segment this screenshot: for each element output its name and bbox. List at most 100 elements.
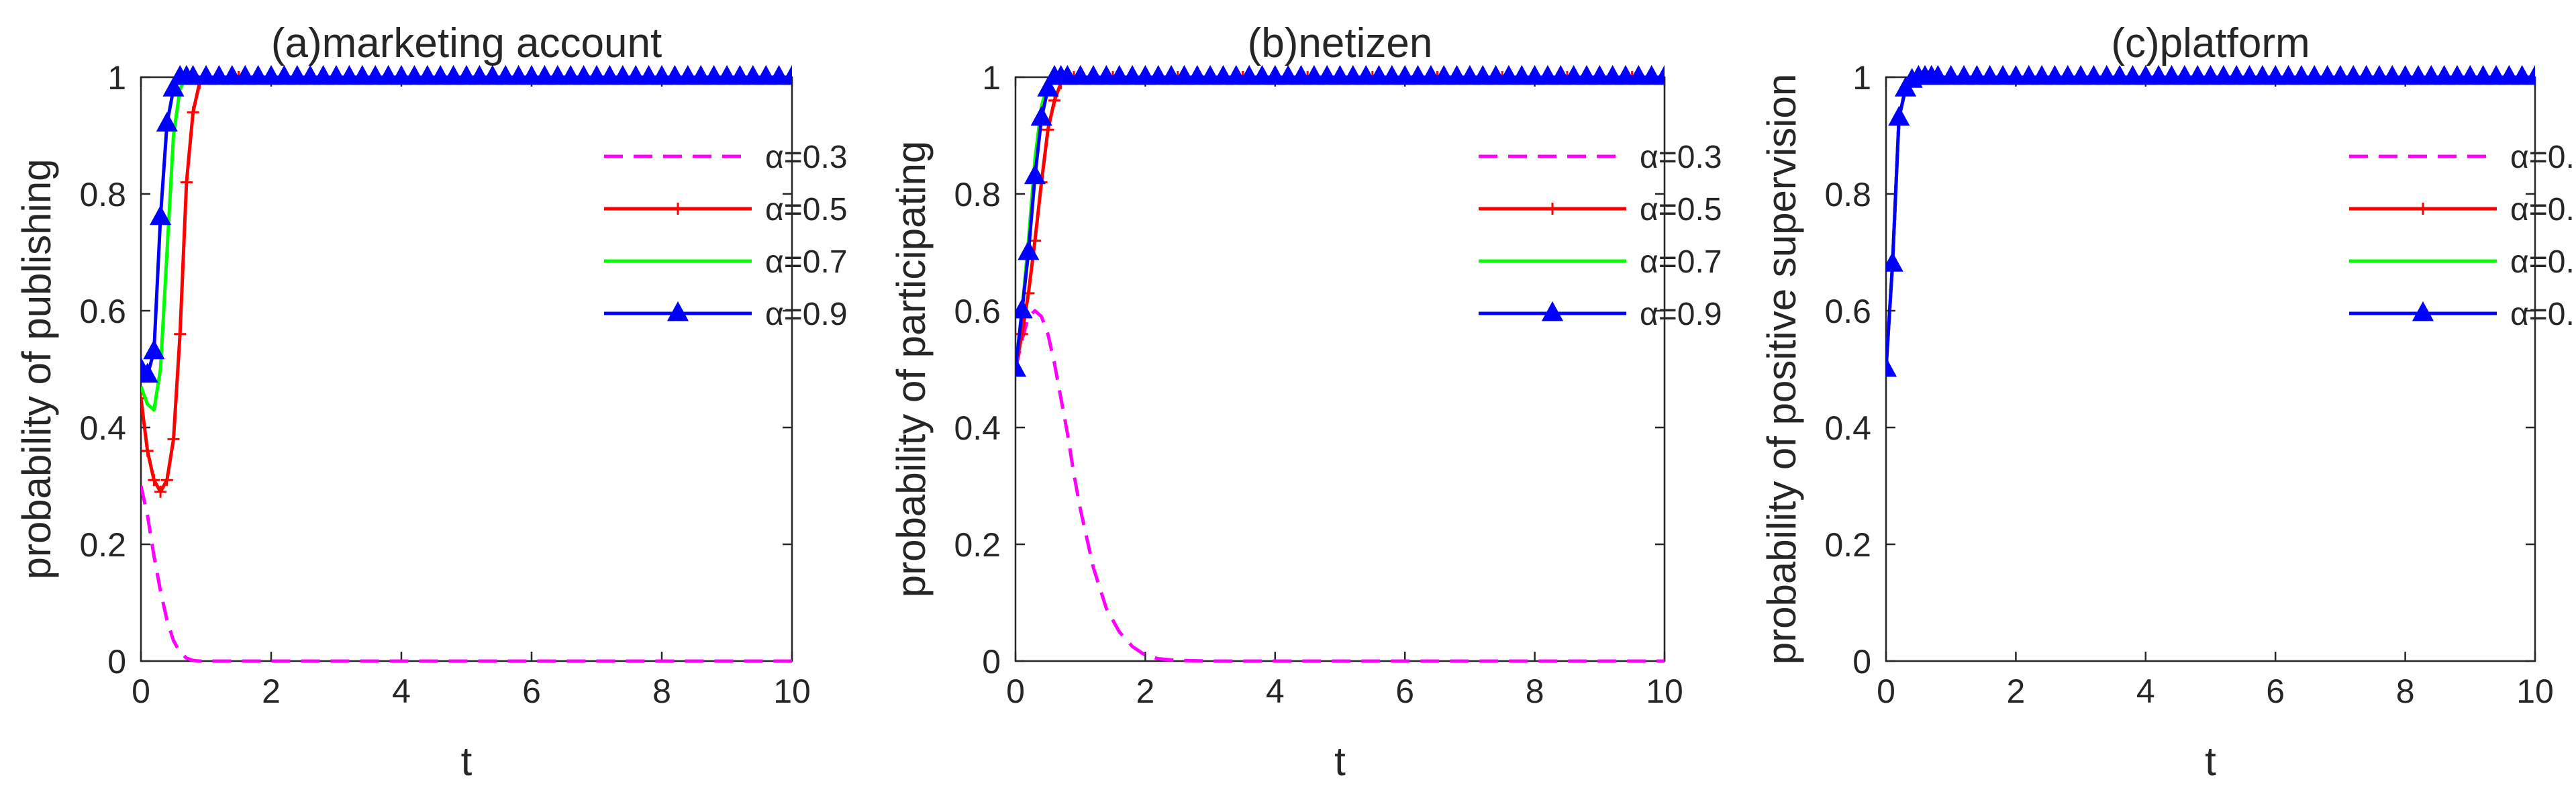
y-tick-label: 1: [1852, 59, 1871, 97]
series-marker: [2134, 64, 2157, 85]
legend-marker: [1541, 301, 1564, 321]
series-marker: [495, 64, 517, 85]
series-marker: [1238, 64, 1260, 85]
legend: α=0.3 α=0.5 α=0.7 α=0.9: [604, 140, 848, 332]
series-marker: [2459, 64, 2481, 85]
x-tick-label: 2: [1136, 672, 1154, 710]
series-1: [1015, 309, 1665, 663]
legend-label: α=0.9: [1640, 297, 1722, 332]
series-marker: [1614, 64, 1637, 85]
y-tick-label: 1: [107, 59, 126, 97]
series-marker: [1886, 356, 1897, 377]
y-tick-label: 0.6: [954, 293, 1001, 330]
series-marker: [1095, 64, 1118, 85]
y-tick-label: 0: [1852, 643, 1871, 681]
series-marker: [715, 64, 738, 85]
legend-label: α=0.7: [765, 244, 848, 280]
series-marker: [221, 64, 243, 85]
series-marker: [468, 64, 491, 85]
legend-label: α=0.3: [1640, 140, 1722, 175]
x-tick-label: 2: [2006, 672, 2025, 710]
series-marker: [1511, 64, 1533, 85]
x-tick-label: 10: [1646, 672, 1683, 710]
series-marker: [1277, 64, 1299, 85]
series-marker: [1381, 64, 1403, 85]
series-marker: [351, 64, 373, 85]
x-tick-label: 2: [262, 672, 281, 710]
series-marker: [1601, 64, 1624, 85]
plot-area: [140, 76, 793, 662]
series-marker: [1589, 64, 1611, 85]
series-marker: [1186, 64, 1208, 85]
series-marker: [768, 64, 790, 85]
series-marker: [2251, 64, 2273, 85]
y-tick-label: 0.4: [1824, 409, 1871, 447]
y-tick-label: 1: [982, 59, 1001, 97]
chart-title: (c)platform: [2111, 20, 2310, 66]
legend-marker: [1546, 203, 1558, 215]
series-marker: [729, 64, 751, 85]
series-marker: [1121, 64, 1144, 85]
series-marker: [2109, 64, 2131, 85]
series-marker: [703, 64, 725, 85]
legend-label: α=0.7: [1640, 244, 1722, 280]
series-marker: [507, 64, 530, 85]
series-marker: [2030, 64, 2053, 85]
series-marker: [1420, 64, 1442, 85]
series-marker: [1446, 64, 1468, 85]
y-tick-label: 0.8: [79, 176, 126, 213]
series-marker: [534, 64, 556, 85]
series-marker: [1628, 64, 1650, 85]
series-marker: [2070, 64, 2092, 85]
series-marker: [2290, 64, 2312, 85]
series-marker: [2199, 64, 2222, 85]
x-tick-label: 0: [1006, 672, 1025, 710]
y-axis-label: probability of positive supervision: [1759, 74, 1804, 664]
x-tick-label: 6: [2266, 672, 2285, 710]
series-marker: [325, 64, 348, 85]
series-marker: [312, 64, 334, 85]
series-marker: [650, 64, 673, 85]
series-marker: [455, 64, 478, 85]
series-marker: [1160, 64, 1183, 85]
series-marker: [2342, 64, 2365, 85]
series-marker: [260, 64, 283, 85]
series-marker: [1015, 298, 1033, 319]
series-marker: [638, 64, 660, 85]
chart-panel-platform: 0 2 4 6 8 10 0 0.2 0.4 0.6 0.8 1 (c)platform t probabi…: [1759, 20, 2576, 784]
series-marker: [208, 64, 230, 85]
legend-marker: [672, 203, 684, 215]
x-tick-label: 6: [1395, 672, 1414, 710]
series-marker: [1472, 64, 1494, 85]
plot-area: [1885, 76, 2536, 662]
y-tick-label: 0.4: [79, 409, 126, 447]
series-marker: [234, 64, 256, 85]
series-marker: [364, 64, 387, 85]
series-marker: [1069, 64, 1091, 85]
series-marker: [1173, 64, 1195, 85]
series-marker: [1018, 240, 1040, 260]
series-marker: [195, 64, 217, 85]
x-tick-label: 4: [1266, 672, 1285, 710]
series-marker: [1342, 64, 1364, 85]
series-marker: [403, 64, 426, 85]
series-marker: [1497, 64, 1520, 85]
series-marker: [1225, 64, 1247, 85]
legend-label: α=0.5: [765, 192, 848, 228]
series-marker: [546, 64, 568, 85]
series-marker: [2173, 64, 2195, 85]
series-marker: [1640, 64, 1663, 85]
series-marker: [338, 64, 360, 85]
series-line: [1015, 309, 1665, 663]
series-marker: [377, 64, 399, 85]
series-marker: [1991, 64, 2014, 85]
y-tick-label: 0.8: [1824, 176, 1871, 213]
series-marker: [154, 485, 167, 498]
series-marker: [416, 64, 438, 85]
series-marker: [585, 64, 608, 85]
series-marker: [2511, 64, 2533, 85]
y-tick-label: 0.6: [79, 293, 126, 330]
series-marker: [1927, 64, 1949, 85]
y-axis-label: probability of publishing: [14, 158, 59, 579]
